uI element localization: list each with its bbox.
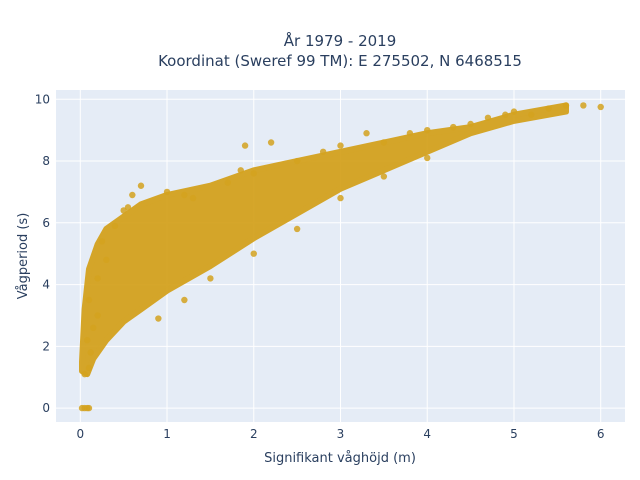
scatter-point	[103, 256, 110, 264]
scatter-point	[562, 102, 570, 109]
scatter-point	[580, 102, 587, 109]
scatter-point	[293, 157, 301, 165]
chart-title-line2: Koordinat (Sweref 99 TM): E 275502, N 64…	[158, 52, 522, 70]
scatter-point	[207, 275, 214, 282]
y-tick-label: 2	[42, 339, 50, 353]
scatter-point	[484, 114, 492, 121]
scatter-point	[84, 336, 91, 344]
scatter-point	[319, 148, 327, 155]
scatter-point	[250, 250, 257, 257]
scatter-point	[81, 370, 88, 378]
y-axis-label: Vågperiod (s)	[16, 213, 31, 300]
scatter-point	[85, 404, 93, 412]
x-axis-ticks: 0 1 2 3 4 5 6	[76, 427, 604, 441]
scatter-point	[94, 312, 101, 319]
scatter-point	[111, 222, 119, 230]
scatter-point	[545, 105, 552, 112]
scatter-point	[181, 191, 188, 199]
scatter-point	[90, 324, 97, 332]
y-tick-label: 4	[42, 278, 50, 292]
x-tick-label: 5	[510, 427, 518, 441]
scatter-point	[237, 167, 244, 174]
y-tick-label: 0	[42, 401, 50, 415]
x-tick-label: 0	[76, 427, 84, 441]
scatter-point	[129, 191, 136, 199]
x-tick-label: 1	[163, 427, 171, 441]
scatter-point	[124, 204, 132, 211]
scatter-point	[189, 194, 197, 202]
x-tick-label: 6	[597, 427, 605, 441]
scatter-point	[380, 173, 388, 180]
scatter-point	[98, 238, 106, 245]
y-tick-label: 10	[35, 92, 50, 106]
scatter-point	[241, 142, 249, 149]
x-tick-label: 3	[337, 427, 345, 441]
scatter-point	[293, 225, 301, 233]
y-tick-label: 8	[42, 154, 50, 168]
scatter-point	[406, 130, 414, 137]
x-axis-label: Signifikant våghöjd (m)	[264, 451, 416, 466]
scatter-point	[450, 123, 457, 131]
scatter-point	[510, 108, 518, 115]
scatter-point	[597, 103, 604, 111]
scatter-point	[224, 179, 231, 186]
x-tick-label: 2	[250, 427, 258, 441]
scatter-point	[424, 154, 431, 162]
scatter-point	[250, 170, 257, 177]
scatter-point	[267, 139, 275, 146]
scatter-point	[85, 296, 93, 304]
scatter-point	[363, 130, 370, 137]
scatter-points	[78, 102, 604, 412]
scatter-point	[337, 142, 344, 149]
scatter-point	[163, 188, 171, 196]
y-tick-label: 6	[42, 216, 50, 230]
scatter-point	[528, 111, 535, 118]
scatter-point	[87, 349, 94, 356]
scatter-point	[424, 126, 431, 134]
scatter-point	[502, 111, 509, 118]
scatter-point	[181, 296, 188, 304]
scatter-point	[94, 275, 101, 282]
scatter-point	[85, 364, 93, 372]
x-tick-label: 4	[423, 427, 431, 441]
scatter-point	[380, 139, 388, 146]
scatter-point	[155, 315, 162, 322]
scatter-point	[337, 194, 344, 202]
y-axis-ticks: 0 2 4 6 8 10	[35, 92, 50, 415]
scatter-point	[137, 182, 145, 189]
chart-title-line1: År 1979 - 2019	[284, 31, 397, 50]
scatter-point	[467, 120, 474, 128]
